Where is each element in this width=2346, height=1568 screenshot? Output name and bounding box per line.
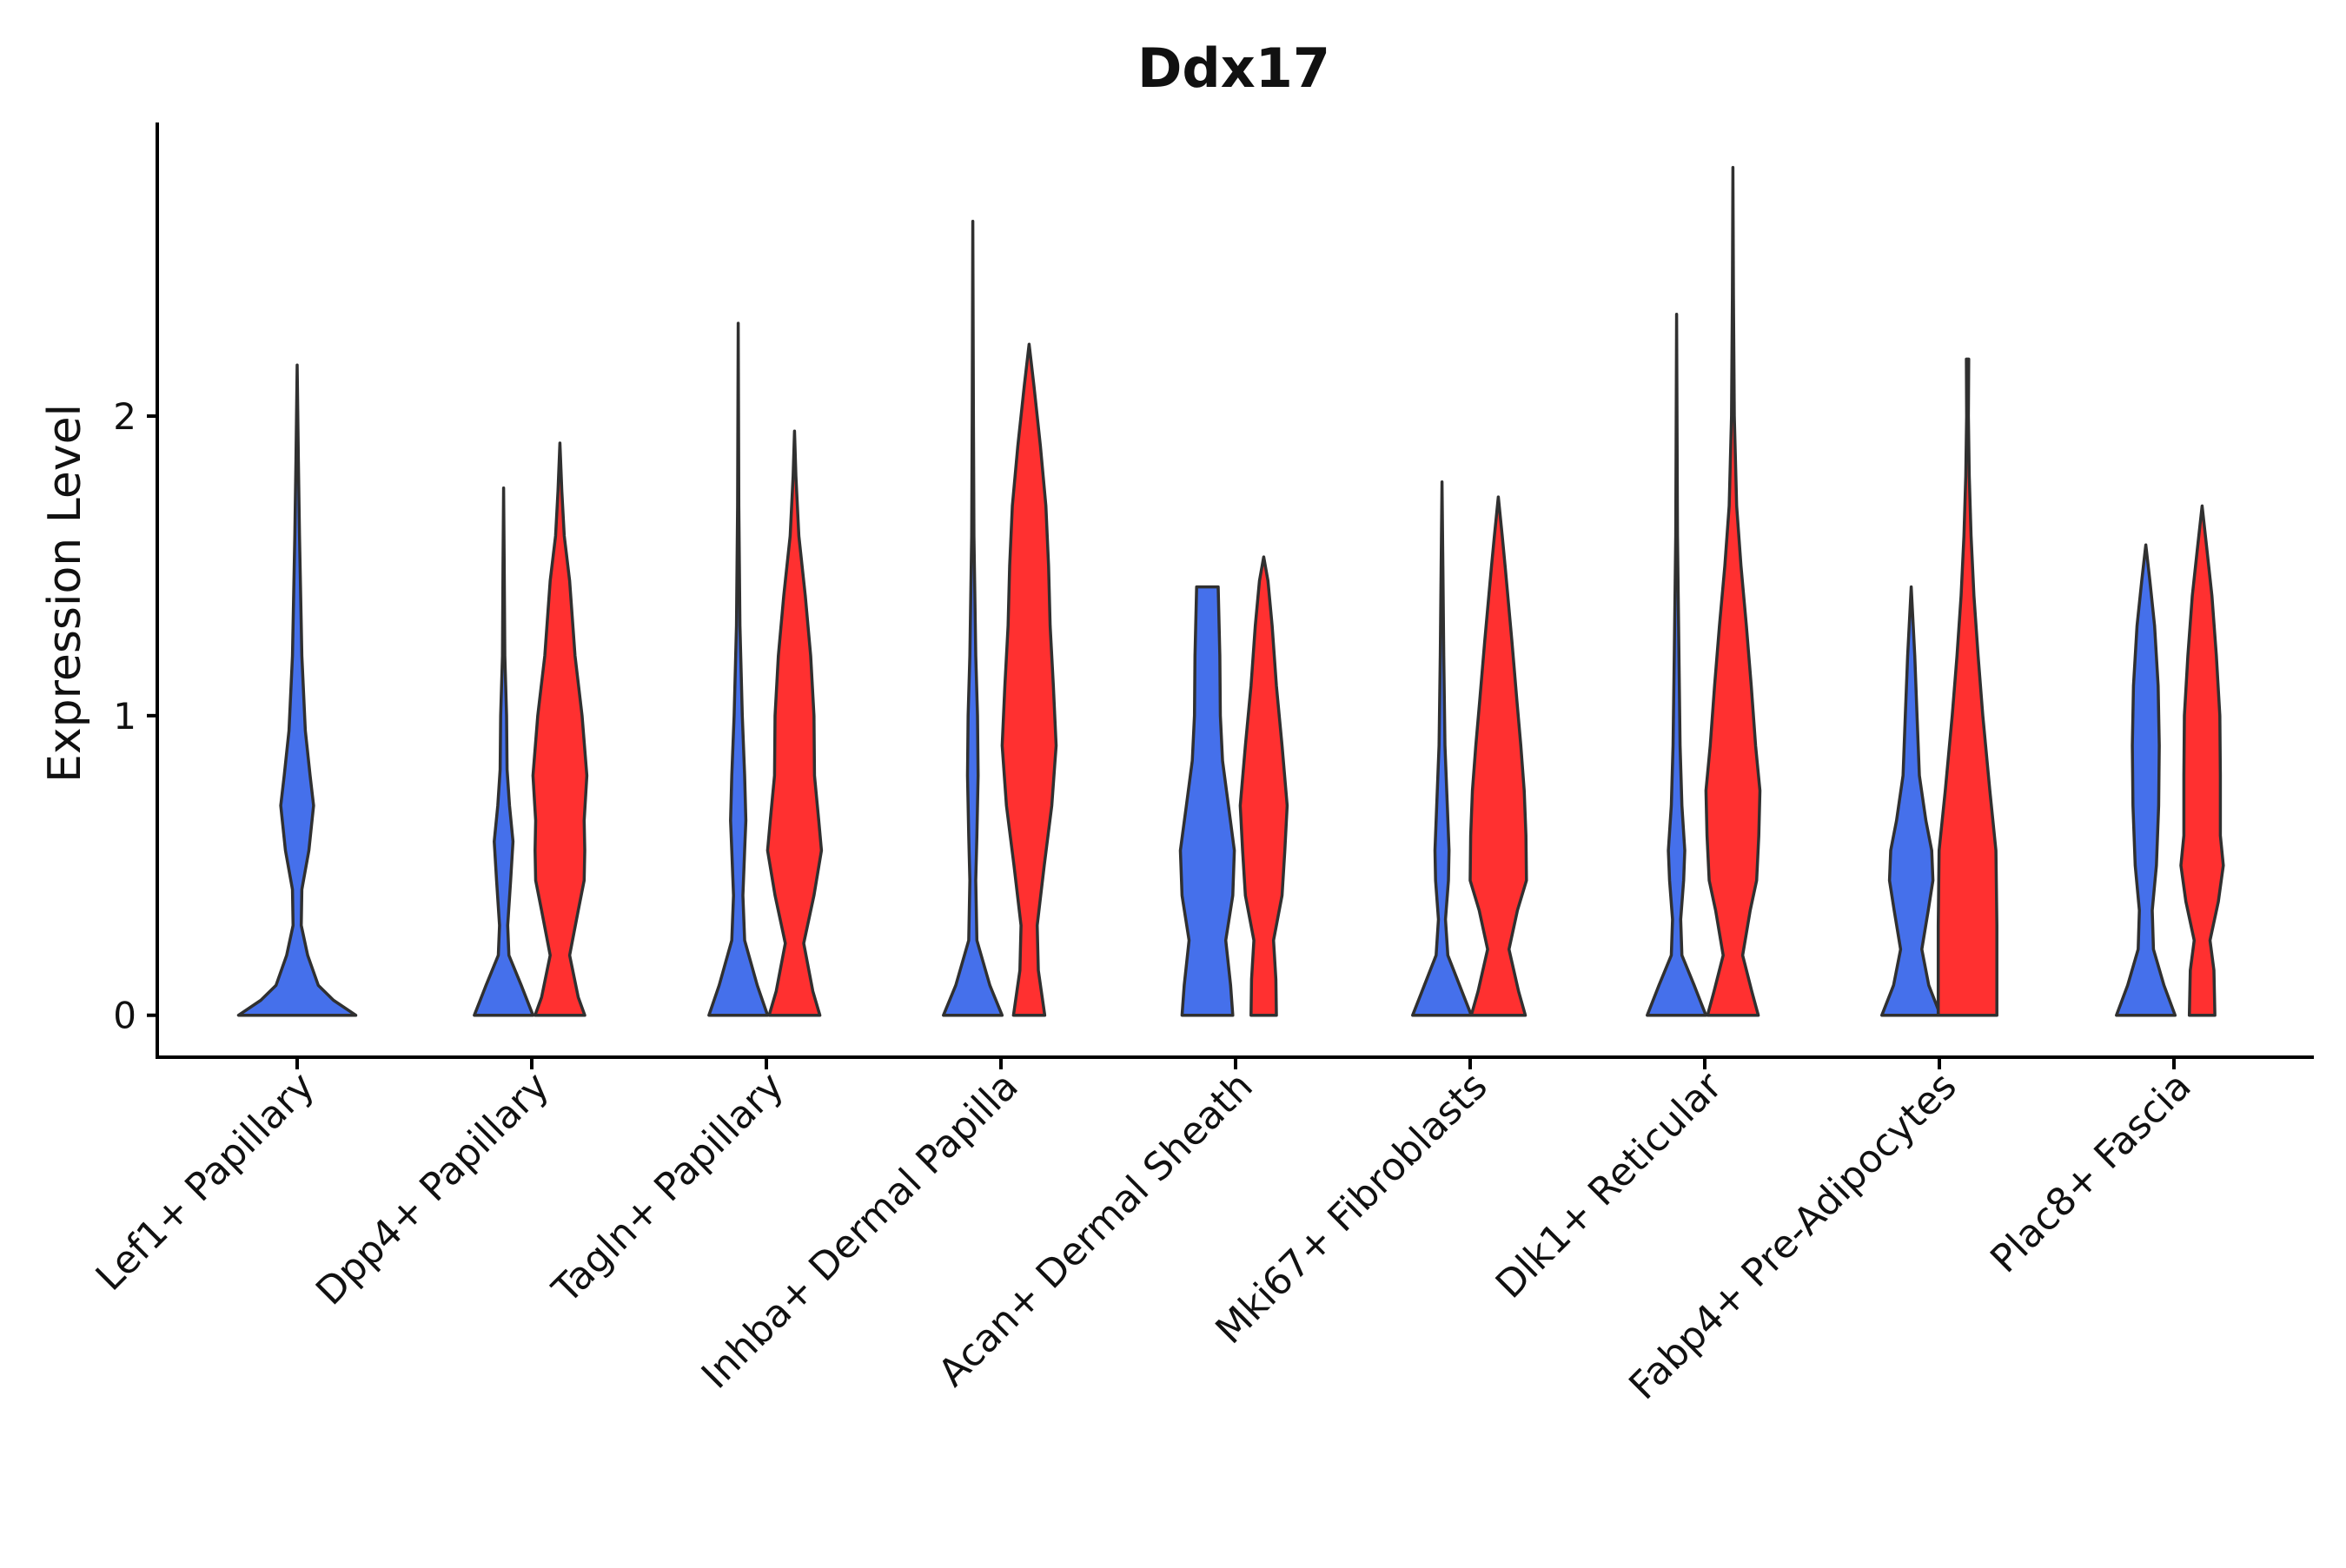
y-axis-label: Expression Level bbox=[39, 404, 91, 783]
violin-red-3 bbox=[531, 441, 589, 1017]
violin-red-13 bbox=[1704, 165, 1762, 1017]
violin-red-15 bbox=[1936, 357, 1998, 1017]
chart-title: Ddx17 bbox=[1137, 36, 1330, 100]
y-tick-label: 1 bbox=[113, 695, 136, 738]
violin-red-7 bbox=[1000, 342, 1058, 1017]
y-ticks: 0 1 2 bbox=[113, 395, 157, 1037]
x-tick-label: Plac8+ Fascia bbox=[1982, 1064, 2200, 1282]
violin-blue-6 bbox=[942, 220, 1004, 1017]
x-tick-label: Dpp4+ Papillary bbox=[308, 1064, 558, 1314]
violin-red-9 bbox=[1238, 555, 1289, 1017]
x-tick-label: Tagln+ Papillary bbox=[544, 1064, 792, 1313]
violin-blue-16 bbox=[2115, 543, 2177, 1017]
x-tick-label: Mki67+ Fibroblasts bbox=[1207, 1064, 1495, 1353]
violin-red-17 bbox=[2179, 504, 2225, 1017]
violin-blue-10 bbox=[1411, 480, 1474, 1017]
violin-red-11 bbox=[1468, 495, 1528, 1017]
y-tick-label: 0 bbox=[113, 995, 136, 1037]
x-tick-label: Dlk1+ Reticular bbox=[1488, 1063, 1732, 1307]
violin-blue-12 bbox=[1646, 312, 1708, 1017]
violin-blue-8 bbox=[1178, 585, 1236, 1017]
violin-blue-2 bbox=[473, 486, 535, 1017]
violin-blue-1 bbox=[236, 363, 358, 1017]
violin-red-5 bbox=[765, 429, 824, 1017]
x-tick-label: Lef1+ Papillary bbox=[88, 1064, 323, 1300]
violin-layer bbox=[236, 165, 2225, 1017]
y-tick-label: 2 bbox=[113, 395, 136, 438]
violin-blue-14 bbox=[1880, 585, 1943, 1017]
violin-blue-4 bbox=[707, 321, 770, 1017]
